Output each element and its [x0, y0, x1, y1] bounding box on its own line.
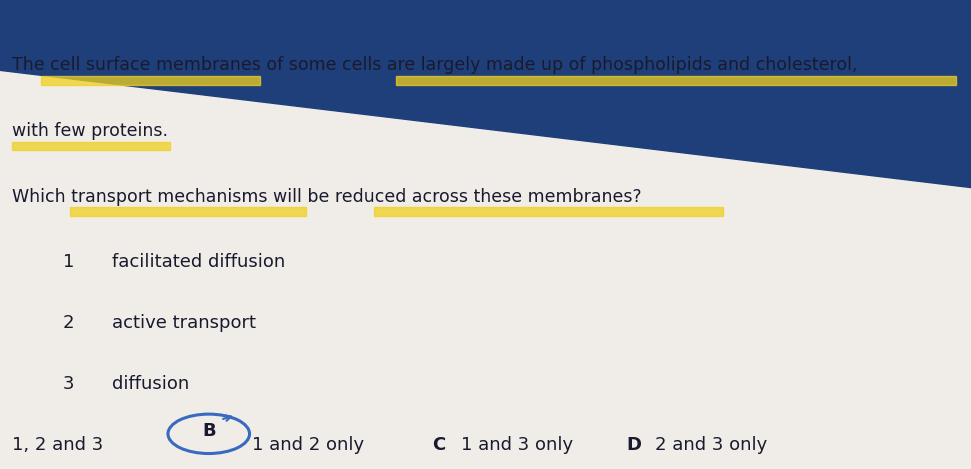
Polygon shape [0, 0, 971, 188]
Text: C: C [432, 436, 446, 454]
Text: 1, 2 and 3: 1, 2 and 3 [12, 436, 103, 454]
Text: 1 and 2 only: 1 and 2 only [252, 436, 364, 454]
Text: B: B [202, 423, 216, 440]
Text: 2 and 3 only: 2 and 3 only [655, 436, 768, 454]
Text: 3: 3 [63, 375, 75, 393]
Text: Which transport mechanisms will be reduced across these membranes?: Which transport mechanisms will be reduc… [12, 188, 641, 205]
Text: 1 and 3 only: 1 and 3 only [461, 436, 573, 454]
Bar [12, 142, 170, 150]
Text: D: D [626, 436, 641, 454]
Text: 1: 1 [63, 253, 75, 271]
Text: The cell surface membranes of some cells are largely made up of phospholipids an: The cell surface membranes of some cells… [12, 56, 857, 74]
Text: diffusion: diffusion [112, 375, 189, 393]
Text: with few proteins.: with few proteins. [12, 122, 168, 140]
Bar [396, 76, 956, 84]
Text: 2: 2 [63, 314, 75, 332]
Bar [374, 207, 723, 216]
Text: facilitated diffusion: facilitated diffusion [112, 253, 285, 271]
Bar [70, 207, 306, 216]
Text: active transport: active transport [112, 314, 255, 332]
Bar [41, 76, 260, 84]
